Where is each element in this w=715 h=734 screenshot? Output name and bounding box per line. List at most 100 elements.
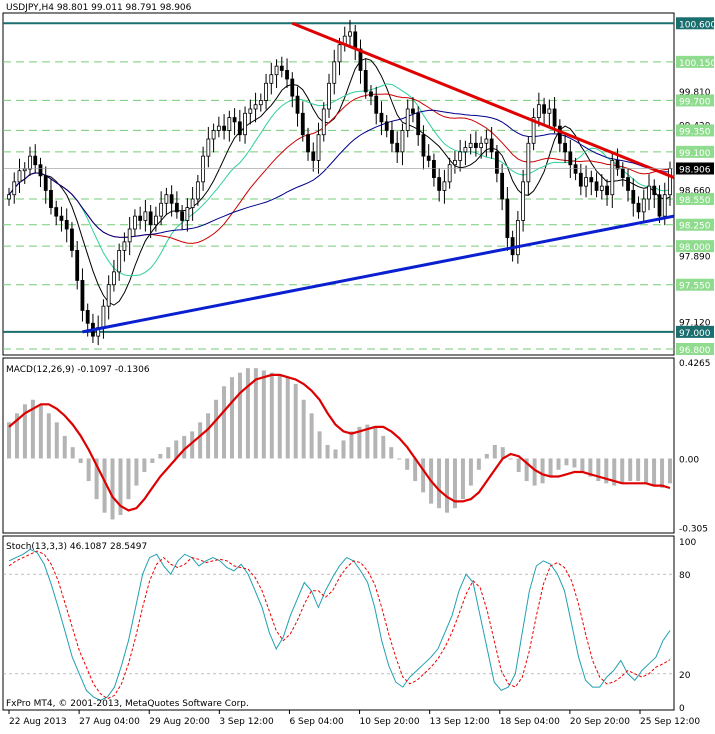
candle-body	[85, 310, 90, 324]
macd-histogram-bar	[413, 458, 418, 482]
macd-histogram-bar	[269, 372, 274, 459]
macd-histogram-bar	[365, 424, 370, 459]
candle-body	[43, 175, 48, 191]
candle-body	[662, 194, 667, 217]
candle-body	[411, 108, 415, 114]
candle-body	[526, 142, 531, 183]
macd-histogram-bar	[516, 458, 521, 473]
candle-body	[332, 61, 337, 84]
candle-body	[416, 112, 421, 136]
candle-body	[54, 207, 59, 217]
macd-histogram-bar	[405, 458, 410, 470]
macd-tick-label: 0.00	[679, 455, 699, 465]
macd-histogram-bar	[524, 458, 529, 482]
candle-body	[258, 100, 263, 106]
macd-histogram-bar	[245, 368, 250, 459]
candle-body	[127, 228, 132, 243]
macd-histogram-bar	[190, 431, 195, 459]
macd-histogram-bar	[484, 453, 489, 459]
candle-body	[337, 44, 342, 63]
stoch-tick-label: 0	[679, 704, 685, 714]
candle-body	[75, 250, 80, 281]
macd-histogram-bar	[134, 458, 139, 486]
candle-body	[605, 185, 609, 196]
candle-body	[153, 215, 158, 226]
candle-body	[542, 104, 546, 114]
candle-body	[195, 181, 200, 200]
stoch-tick-label: 80	[679, 571, 691, 581]
macd-histogram-bar	[620, 458, 625, 484]
candle-body	[59, 215, 64, 221]
candle-body	[106, 284, 111, 307]
macd-histogram-bar	[668, 458, 672, 484]
macd-histogram-bar	[572, 458, 577, 468]
current-price-label: 98.906	[679, 165, 711, 175]
macd-histogram-bar	[476, 458, 481, 470]
price-tick-label: 96.800	[679, 346, 711, 356]
candle-body	[610, 160, 615, 196]
candle-body	[117, 250, 122, 273]
candle-body	[159, 202, 164, 217]
macd-histogram-bar	[548, 458, 553, 477]
candle-body	[164, 194, 169, 204]
price-level-badge	[676, 124, 714, 137]
candle-body	[437, 177, 442, 191]
x-tick-label: 29 Aug 20:00	[149, 717, 210, 727]
candle-body	[17, 170, 22, 183]
macd-histogram-bar	[452, 458, 457, 509]
candle-body	[38, 164, 43, 177]
candle-body	[285, 70, 289, 80]
candle-body	[138, 215, 143, 221]
price-header-bg	[4, 1, 244, 12]
macd-histogram-bar	[492, 444, 497, 459]
stoch-header: Stoch(13,3,3) 46.1087 28.5497	[6, 542, 147, 552]
macd-histogram-bar	[237, 372, 242, 459]
candle-body	[468, 142, 473, 148]
candle-body	[568, 151, 573, 166]
price-tick-label: 99.100	[679, 149, 711, 159]
macd-histogram-bar	[166, 447, 171, 459]
price-level-badge	[676, 343, 714, 355]
price-tick-label: 98.250	[679, 222, 711, 232]
macd-histogram-bar	[588, 458, 593, 477]
candle-body	[447, 164, 452, 183]
macd-histogram-bar	[389, 447, 394, 459]
candle-body	[479, 142, 484, 148]
macd-histogram-bar	[150, 458, 155, 463]
candle-body	[536, 104, 541, 118]
current-price-badge	[676, 162, 714, 175]
price-tick-label: 100.150	[679, 59, 715, 69]
candle-body	[358, 48, 363, 71]
stoch-tick-label: 100	[679, 538, 696, 548]
candle-body	[64, 220, 69, 230]
moving-average-line	[8, 58, 671, 306]
copyright-text: FxPro MT4, © 2001-2013, MetaQuotes Softw…	[6, 699, 249, 709]
macd-histogram-bar	[38, 404, 43, 459]
candle-body	[599, 185, 604, 191]
macd-histogram-bar	[46, 413, 51, 459]
price-level-badge	[676, 325, 714, 338]
macd-histogram-bar	[78, 458, 83, 463]
x-tick-label: 6 Sep 04:00	[289, 717, 344, 727]
macd-histogram-bar	[596, 458, 601, 482]
candle-body	[641, 198, 646, 213]
macd-histogram-bar	[445, 458, 450, 513]
x-tick-label: 18 Sep 04:00	[500, 717, 560, 727]
candle-body	[505, 198, 510, 238]
candle-body	[290, 78, 295, 97]
macd-histogram-bar	[381, 435, 386, 459]
candle-body	[668, 168, 672, 196]
candle-body	[306, 134, 310, 153]
candle-body	[264, 82, 268, 101]
candle-body	[327, 82, 331, 110]
macd-histogram-bar	[293, 383, 298, 459]
candle-body	[112, 271, 116, 286]
macd-histogram-bar	[253, 368, 258, 459]
x-tick-label: 22 Aug 2013	[9, 717, 67, 727]
candle-body	[148, 211, 153, 226]
candle-body	[531, 117, 536, 144]
x-tick-label: 25 Sep 12:00	[640, 717, 700, 727]
candle-body	[122, 241, 127, 251]
macd-histogram-bar	[285, 377, 290, 459]
candle-body	[484, 138, 489, 144]
